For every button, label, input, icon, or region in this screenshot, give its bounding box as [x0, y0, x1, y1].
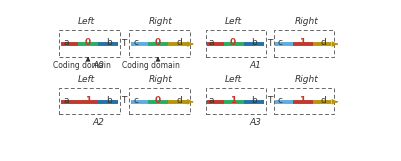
Text: Right: Right — [295, 17, 318, 26]
Text: b: b — [251, 96, 257, 105]
Text: Right: Right — [295, 75, 318, 84]
Text: d: d — [321, 38, 326, 47]
Text: a: a — [209, 96, 215, 105]
Text: T: T — [122, 96, 127, 105]
Text: c: c — [133, 38, 138, 47]
Text: 1: 1 — [85, 96, 91, 105]
Text: a: a — [209, 38, 215, 47]
Text: A2: A2 — [92, 118, 104, 127]
Text: T: T — [267, 96, 272, 105]
Text: c: c — [277, 96, 283, 105]
Text: b: b — [106, 96, 112, 105]
Text: A0: A0 — [92, 61, 104, 70]
Text: Left: Left — [77, 17, 94, 26]
Text: c: c — [277, 38, 283, 47]
Text: 1: 1 — [300, 38, 306, 47]
Text: 1: 1 — [300, 96, 306, 105]
Text: 0: 0 — [155, 96, 161, 105]
Text: d: d — [321, 96, 326, 105]
Text: a: a — [63, 38, 69, 47]
Text: c: c — [133, 96, 138, 105]
Text: 0: 0 — [230, 38, 236, 47]
Text: Coding domain: Coding domain — [122, 62, 180, 71]
Text: Coding domain: Coding domain — [53, 62, 111, 71]
Text: Right: Right — [149, 17, 172, 26]
Text: T: T — [267, 39, 272, 48]
Text: 0: 0 — [155, 38, 161, 47]
Text: Left: Left — [77, 75, 94, 84]
Text: Left: Left — [225, 75, 242, 84]
Text: d: d — [176, 38, 182, 47]
Text: A3: A3 — [249, 118, 261, 127]
Text: d: d — [176, 96, 182, 105]
Text: a: a — [63, 96, 69, 105]
Text: b: b — [251, 38, 257, 47]
Text: Left: Left — [225, 17, 242, 26]
Text: b: b — [106, 38, 112, 47]
Text: T: T — [122, 39, 127, 48]
Text: 1: 1 — [230, 96, 236, 105]
Text: 0: 0 — [85, 38, 91, 47]
Text: A1: A1 — [249, 61, 261, 70]
Text: Right: Right — [149, 75, 172, 84]
